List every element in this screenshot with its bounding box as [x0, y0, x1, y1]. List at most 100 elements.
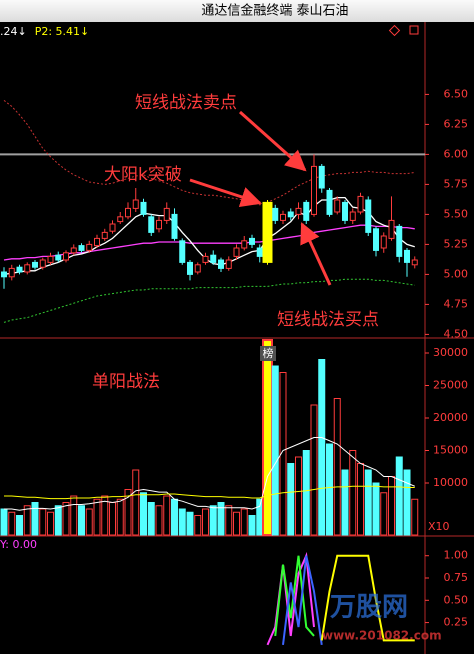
series-line — [282, 555, 323, 646]
y-tick-label: 5.75 — [444, 177, 469, 190]
volume-bar — [302, 450, 310, 536]
candle-body — [179, 240, 186, 263]
candle-body — [342, 201, 348, 221]
volume-bar — [147, 502, 155, 536]
candle-body — [272, 207, 279, 221]
candle-body — [396, 225, 403, 257]
volume-bar — [85, 508, 93, 536]
indicator-label: Y: 0.00 — [0, 538, 37, 551]
series-line — [3, 100, 415, 206]
volume-bar — [70, 495, 78, 536]
candle-body — [202, 255, 209, 263]
annotation: 单阳战法 — [92, 372, 160, 392]
candle-body — [117, 216, 124, 223]
volume-bar — [248, 515, 256, 536]
candle-body — [326, 189, 333, 215]
candle-body — [318, 165, 325, 189]
volume-bar — [233, 511, 240, 536]
volume-bar — [372, 482, 380, 536]
volume-bar — [318, 359, 326, 536]
arrow — [239, 110, 307, 172]
volume-bar — [140, 492, 147, 536]
y-tick-label: 10000 — [433, 476, 468, 489]
candle-body — [241, 240, 248, 249]
candle-body — [70, 247, 77, 254]
y-tick-label: 0.50 — [444, 593, 469, 606]
volume-bar — [209, 505, 217, 536]
y-tick-label: 20000 — [433, 411, 468, 424]
y-tick-label: 30000 — [433, 346, 468, 359]
plot: 4.50 4.75 5.00 5.25 5.50 5.75 6.00 6.25 6.50 1000… — [0, 87, 469, 646]
series-line — [4, 437, 415, 511]
candle-body — [132, 199, 139, 209]
volume-bar — [16, 515, 23, 536]
volume-bar — [403, 469, 411, 536]
candle-body — [303, 201, 310, 221]
y-tick-label: 6.50 — [444, 87, 469, 100]
badge[interactable]: 榜 — [263, 346, 274, 360]
y-tick-label: 6.25 — [444, 117, 469, 130]
y-tick-label: 25000 — [433, 379, 468, 392]
volume-bar — [31, 502, 39, 536]
y-tick-label: 0.25 — [444, 616, 469, 629]
candle-body — [86, 243, 93, 251]
icon-square[interactable] — [409, 25, 419, 35]
icon-diamond[interactable] — [388, 24, 401, 37]
volume-bar — [39, 508, 47, 536]
candle-body — [32, 261, 38, 268]
volume-bar — [349, 450, 357, 536]
volume-bar — [287, 463, 295, 536]
candle-body — [357, 195, 364, 213]
candle-body — [349, 211, 356, 221]
window-title: 通达信金融终端 泰山石油 — [201, 3, 348, 19]
candle-body — [411, 259, 418, 266]
volume-bar — [217, 502, 225, 536]
candle-body — [194, 264, 201, 273]
arrow — [189, 178, 262, 208]
y-tick-label: 0.75 — [444, 571, 469, 584]
y-tick-label: 4.50 — [444, 327, 469, 340]
candle-body — [101, 231, 108, 239]
volume-bar — [411, 498, 419, 536]
volume-bar — [202, 508, 209, 536]
volume-bar — [333, 398, 341, 536]
volume-bar — [295, 456, 302, 536]
series-line — [3, 278, 415, 323]
candle-body — [8, 267, 15, 278]
candle-body — [125, 207, 131, 218]
annotation: 大阳k突破 — [104, 165, 182, 185]
candle-body — [109, 223, 116, 232]
candle-body — [55, 254, 62, 261]
candle-body — [249, 237, 255, 245]
watermark: 万股网 — [330, 593, 408, 623]
series-line — [4, 485, 415, 500]
volume-bar — [178, 508, 186, 536]
y-tick-label: 5.50 — [444, 207, 469, 220]
series-line — [266, 551, 315, 646]
badge-box[interactable] — [260, 346, 276, 361]
y-tick-label: 5.00 — [444, 267, 469, 280]
volume-bar — [225, 505, 233, 536]
volume-bar — [8, 511, 16, 536]
candle-body — [47, 255, 54, 263]
annotation: 短线战法卖点 — [135, 93, 237, 113]
volume-bar — [326, 443, 333, 536]
candle-body — [380, 235, 387, 249]
annotation: 短线战法买点 — [277, 310, 379, 330]
candle-body — [388, 219, 395, 239]
volume-bar — [155, 505, 163, 536]
volume-bar — [109, 502, 116, 536]
volume-bar — [62, 502, 70, 536]
candle-body — [163, 207, 170, 221]
volume-bar — [93, 498, 101, 536]
y-tick-label: 4.75 — [444, 297, 469, 310]
series-line — [320, 554, 415, 642]
volume-bar — [186, 511, 194, 536]
volume-bar — [380, 492, 388, 536]
volume-bar — [357, 463, 364, 536]
arrow — [300, 222, 332, 286]
unit-label: X10 — [428, 520, 450, 533]
volume-bar — [279, 372, 287, 536]
candle-body — [295, 207, 302, 215]
